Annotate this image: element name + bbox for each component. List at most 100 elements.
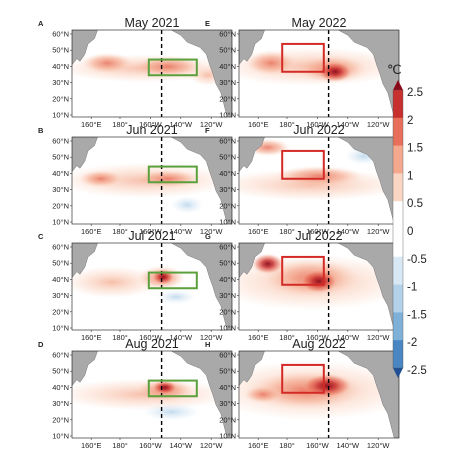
north-america-land bbox=[338, 243, 399, 330]
lat-tick-label: 40°N bbox=[219, 275, 236, 284]
lon-tick-label: 160°E bbox=[81, 333, 102, 342]
lat-tick-label: 60°N bbox=[219, 243, 236, 252]
lat-tick-label: 60°N bbox=[219, 30, 236, 39]
lon-tick-label: 160°E bbox=[81, 120, 102, 129]
lat-tick-label: 50°N bbox=[219, 46, 236, 55]
analysis-box-red bbox=[281, 363, 325, 394]
lat-tick-label: 30°N bbox=[52, 291, 69, 300]
lon-tick-label: 140°W bbox=[170, 120, 194, 129]
map-panel-h: Aug 2022 H 60°N 50°N 40°N 30°N 20°N 10°N 160°E 18… bbox=[205, 337, 400, 450]
colorbar-segment bbox=[393, 173, 403, 202]
lat-tick-label: 50°N bbox=[52, 153, 69, 162]
analysis-box-red bbox=[281, 42, 325, 73]
lat-tick-label: 10°N bbox=[219, 432, 236, 441]
lat-tick-label: 40°N bbox=[52, 275, 69, 284]
sst-anomaly-patch bbox=[299, 269, 339, 294]
lat-tick-label: 50°N bbox=[52, 46, 69, 55]
lat-tick-label: 30°N bbox=[219, 78, 236, 87]
panel-frame bbox=[238, 350, 400, 439]
lon-tick-label: 160°W bbox=[306, 120, 330, 129]
asia-land bbox=[239, 137, 265, 173]
lat-tick-label: 50°N bbox=[219, 153, 236, 162]
panel-letter: C bbox=[38, 232, 44, 241]
lon-tick-label: 140°W bbox=[170, 227, 194, 236]
lon-tick-label: 140°W bbox=[337, 227, 361, 236]
colorbar-segment bbox=[393, 284, 403, 313]
lon-tick-label: 160°W bbox=[139, 441, 163, 450]
lon-tick-label: 160°W bbox=[139, 120, 163, 129]
lon-tick-label: 140°W bbox=[337, 333, 361, 342]
sst-anomaly-patch bbox=[81, 52, 133, 74]
analysis-box-red bbox=[281, 149, 325, 180]
colorbar-max-arrow bbox=[393, 80, 403, 90]
lon-tick-label: 160°W bbox=[306, 227, 330, 236]
map-panel-a: May 2021 A 60°N 50°N 40°N 30°N 20°N 10°N 160°E 18… bbox=[38, 16, 233, 129]
lon-tick-label: 160°E bbox=[81, 227, 102, 236]
asia-land bbox=[72, 351, 98, 387]
lon-tick-label: 140°W bbox=[337, 120, 361, 129]
lat-tick-label: 20°N bbox=[52, 415, 69, 424]
north-america-land bbox=[338, 137, 399, 224]
panel-letter: G bbox=[205, 232, 211, 241]
panel-title: May 2021 bbox=[125, 16, 180, 30]
analysis-box-green bbox=[147, 379, 198, 398]
sst-anomaly-patch bbox=[78, 170, 124, 188]
panel-title: Aug 2021 bbox=[125, 337, 179, 351]
lon-tick-label: 160°E bbox=[248, 227, 269, 236]
lon-tick-label: 120°W bbox=[367, 333, 391, 342]
lat-tick-label: 40°N bbox=[52, 62, 69, 71]
sst-anomaly-patch bbox=[251, 253, 284, 275]
lat-tick-label: 10°N bbox=[52, 324, 69, 333]
lat-tick-label: 30°N bbox=[52, 185, 69, 194]
lon-tick-label: 120°W bbox=[200, 227, 224, 236]
colorbar-tick-label: -2 bbox=[407, 337, 417, 349]
panel-frame bbox=[238, 29, 400, 118]
colorbar-segment bbox=[393, 90, 403, 119]
panel-letter: H bbox=[205, 340, 210, 349]
panel-letter: D bbox=[38, 340, 44, 349]
lat-tick-label: 10°N bbox=[219, 111, 236, 120]
lat-tick-label: 20°N bbox=[52, 94, 69, 103]
panel-letter: F bbox=[205, 126, 210, 135]
lon-tick-label: 160°E bbox=[248, 333, 269, 342]
lat-tick-label: 60°N bbox=[52, 137, 69, 146]
sst-anomaly-patch bbox=[152, 380, 178, 395]
analysis-box-red bbox=[281, 255, 325, 286]
sst-anomaly-patch bbox=[142, 403, 200, 421]
panel-frame bbox=[71, 242, 233, 331]
lat-tick-label: 60°N bbox=[52, 351, 69, 360]
lat-tick-label: 50°N bbox=[52, 259, 69, 268]
map-panel-f: Jun 2022 F 60°N 50°N 40°N 30°N 20°N 10°N 160°E 18… bbox=[205, 123, 400, 236]
colorbar-segment bbox=[393, 229, 403, 258]
lon-tick-label: 160°E bbox=[248, 120, 269, 129]
lon-tick-label: 140°W bbox=[337, 441, 361, 450]
panel-frame bbox=[71, 29, 233, 118]
map-panel-b: Jun 2021 B 60°N 50°N 40°N 30°N 20°N 10°N 160°E 18… bbox=[38, 123, 233, 236]
lat-tick-label: 40°N bbox=[52, 169, 69, 178]
lat-tick-label: 30°N bbox=[52, 78, 69, 87]
colorbar-segment bbox=[393, 256, 403, 285]
lon-tick-label: 180° bbox=[112, 441, 128, 450]
lon-tick-label: 160°W bbox=[306, 441, 330, 450]
colorbar-tick-label: 0 bbox=[407, 226, 413, 238]
panel-title: Jun 2021 bbox=[126, 123, 177, 137]
lat-tick-label: 30°N bbox=[219, 291, 236, 300]
sst-anomaly-patch bbox=[301, 373, 353, 398]
sst-anomaly-patch bbox=[317, 61, 353, 83]
panel-letter: A bbox=[38, 19, 44, 28]
panel-letter: B bbox=[38, 126, 44, 135]
lon-tick-label: 120°W bbox=[367, 120, 391, 129]
lat-tick-label: 20°N bbox=[219, 307, 236, 316]
lon-tick-label: 160°W bbox=[139, 333, 163, 342]
lat-tick-label: 40°N bbox=[52, 383, 69, 392]
colorbar-tick-label: -1 bbox=[407, 282, 417, 294]
colorbar-tick-label: 2.5 bbox=[407, 87, 423, 99]
asia-land bbox=[72, 243, 98, 279]
lon-tick-label: 120°W bbox=[367, 227, 391, 236]
colorbar: 2.5 2 1.5 1 0.5 0 -0.5 -1 -1.5 -2 -2.5 ℃ bbox=[387, 62, 427, 378]
panel-frame bbox=[71, 350, 233, 439]
asia-land bbox=[239, 30, 265, 66]
lon-tick-label: 180° bbox=[279, 227, 295, 236]
north-america-land bbox=[338, 30, 399, 117]
